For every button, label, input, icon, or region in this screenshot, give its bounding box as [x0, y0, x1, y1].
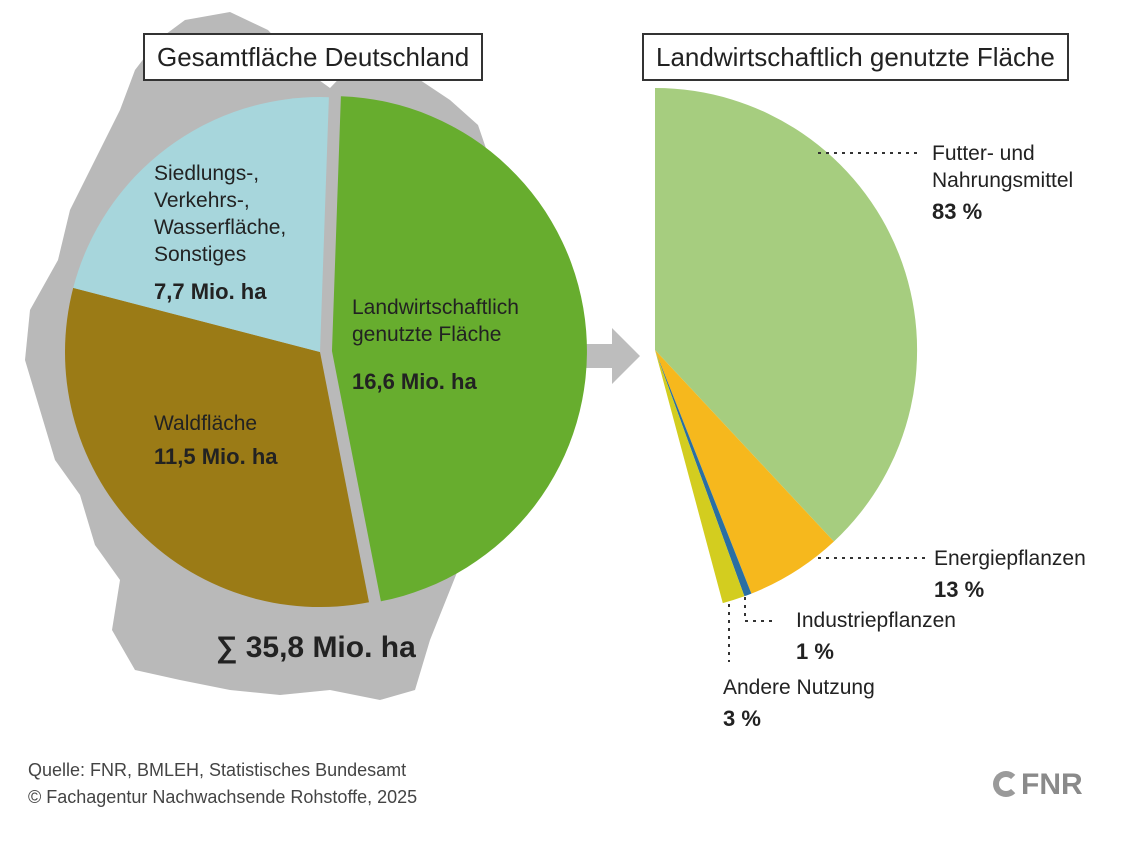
label-line: Landwirtschaftlich	[352, 296, 519, 319]
label-andere: Andere Nutzung 3 %	[723, 674, 875, 732]
label-line: Industriepflanzen	[796, 609, 956, 632]
slice-energie	[655, 350, 834, 594]
label-energie: Energiepflanzen 13 %	[934, 545, 1086, 603]
left-pie	[64, 96, 587, 608]
label-line: Futter- und	[932, 142, 1035, 165]
label-industrie: Industriepflanzen 1 %	[796, 607, 956, 665]
copyright-line: © Fachagentur Nachwachsende Rohstoffe, 2…	[28, 787, 418, 807]
label-line: Siedlungs-,	[154, 162, 260, 185]
label-line: Wasserfläche,	[154, 216, 287, 239]
source-line: Quelle: FNR, BMLEH, Statistisches Bundes…	[28, 760, 407, 780]
label-line: Energiepflanzen	[934, 547, 1086, 570]
slice-siedlung	[73, 97, 329, 353]
label-line: genutzte Fläche	[352, 323, 502, 346]
fnr-logo-text: FNR	[1021, 768, 1083, 801]
fnr-logo-icon	[993, 771, 1019, 797]
value-futter: 83 %	[932, 199, 983, 224]
slice-industrie	[655, 350, 752, 597]
label-line: Sonstiges	[154, 243, 247, 266]
value-industrie: 1 %	[796, 639, 834, 664]
label-line: Waldfläche	[154, 412, 258, 435]
total-label: ∑ 35,8 Mio. ha	[216, 631, 416, 664]
right-pie	[655, 87, 918, 604]
label-line: Verkehrs-,	[154, 189, 250, 212]
leader-line-industrie	[744, 597, 776, 622]
slice-wald	[64, 287, 369, 608]
value-siedlung: 7,7 Mio. ha	[154, 279, 267, 304]
label-futter: Futter- und Nahrungsmittel 83 %	[932, 140, 1073, 225]
label-landwirtschaft: Landwirtschaftlich genutzte Fläche 16,6 …	[352, 294, 519, 395]
left-chart-title: Gesamtfläche Deutschland	[143, 33, 484, 81]
value-landwirtschaft: 16,6 Mio. ha	[352, 369, 477, 394]
label-wald: Waldfläche 11,5 Mio. ha	[154, 410, 278, 470]
label-line: Andere Nutzung	[723, 676, 875, 699]
slice-futter	[655, 87, 918, 542]
value-wald: 11,5 Mio. ha	[154, 444, 278, 469]
value-energie: 13 %	[934, 577, 985, 602]
slice-andere	[655, 350, 745, 604]
slice-landwirtschaft	[331, 96, 587, 602]
label-siedlung: Siedlungs-, Verkehrs-, Wasserfläche, Son…	[154, 160, 286, 305]
arrow-right-icon	[583, 328, 640, 384]
label-line: Nahrungsmittel	[932, 169, 1074, 192]
leader-lines	[728, 152, 926, 662]
value-andere: 3 %	[723, 706, 761, 731]
right-chart-title: Landwirtschaftlich genutzte Fläche	[642, 33, 1069, 81]
fnr-logo: FNR	[993, 768, 1083, 802]
